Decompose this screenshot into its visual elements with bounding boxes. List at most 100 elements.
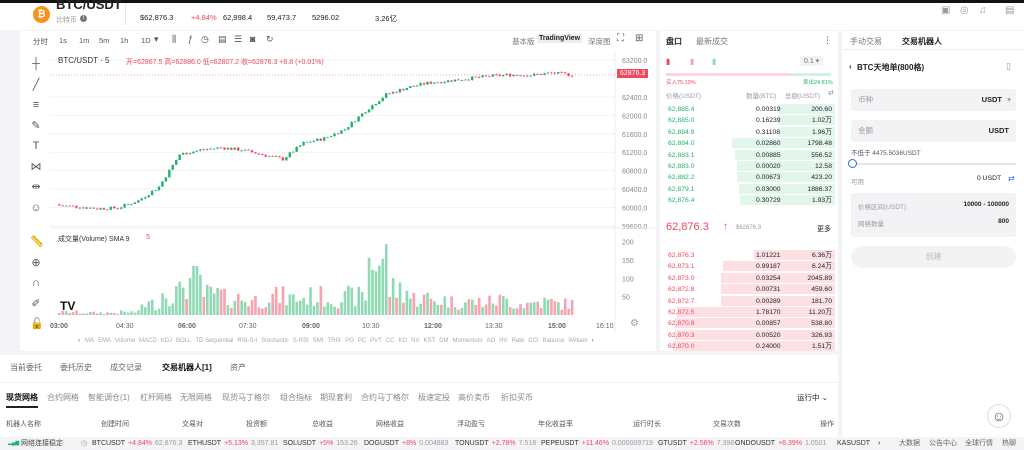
bottom-tab-0[interactable]: 当前委托 (10, 363, 42, 372)
subtab-6[interactable]: 组合指标 (280, 393, 312, 402)
indicator-ma[interactable]: MA (85, 338, 94, 344)
indicator-po[interactable]: PO (345, 338, 354, 344)
list-icon[interactable]: ☰ (234, 34, 243, 44)
qr-icon[interactable]: ▣ (941, 5, 951, 16)
amount-slider-handle[interactable] (848, 159, 857, 168)
trend-line-icon[interactable]: ╱ (32, 78, 40, 91)
indicator-cc[interactable]: CC (385, 338, 395, 344)
orderbook-row[interactable]: 62,885.4 0.00319 200.60 (660, 104, 838, 115)
subtab-5[interactable]: 现货马丁格尔 (222, 393, 270, 402)
pencil-lock-icon[interactable]: ✐ (31, 297, 41, 310)
orderbook-row[interactable]: 62,883.0 0.00020 12.58 (660, 161, 838, 172)
orderbook-row[interactable]: 62,884.0 0.02860 1798.48 (660, 138, 838, 149)
chevron-right-icon[interactable]: › (878, 440, 881, 447)
orderbook-row[interactable]: 62,885.0 0.16239 1.02万 (660, 115, 838, 126)
bottom-tab-1[interactable]: 委托历史 (60, 363, 92, 372)
compass-icon[interactable]: ◎ (960, 5, 969, 16)
orderbook-row[interactable]: 62,870.8 0.00857 538.80 (660, 318, 838, 329)
tab-orderbook[interactable]: 盘口 (666, 37, 682, 46)
ticker-item[interactable]: BTCUSDT +4.84% 62,876.3 (92, 437, 182, 450)
ticker-item[interactable]: TONUSDT +2.78% 7.518 (455, 437, 536, 450)
support-chat-icon[interactable]: ☺ (987, 404, 1011, 428)
swap-unit-icon[interactable]: ⇄ (828, 90, 834, 97)
orderbook-row[interactable]: 62,872.5 1.78170 11.20万 (660, 307, 838, 318)
lock-icon[interactable]: 🔓 (30, 318, 44, 330)
grid-layout-icon[interactable]: ⊞ (635, 33, 644, 44)
pattern-icon[interactable]: ⋈ (30, 160, 42, 173)
subtab-7[interactable]: 期现套利 (320, 393, 352, 402)
footer-link[interactable]: 全球行情 (965, 440, 993, 447)
crosshair-icon[interactable]: ┼ (32, 58, 40, 70)
bottom-tab-2[interactable]: 成交记录 (110, 363, 142, 372)
bottom-tab-4[interactable]: 资产 (230, 363, 246, 372)
layout-buy-icon[interactable]: ▮ (712, 57, 717, 66)
indicator-ema[interactable]: EMA (98, 338, 112, 344)
indicator-boll[interactable]: BOLL (176, 338, 192, 344)
ticker-item[interactable]: SOLUSDT +5% 153.26 (283, 437, 358, 450)
indicators-icon[interactable]: ƒ (188, 34, 194, 44)
alert-icon[interactable]: ◷ (201, 34, 209, 44)
indicator-pvt[interactable]: PVT (370, 338, 382, 344)
price-chart[interactable]: 63200.0 62400.0 62000.0 61600.0 61200.0 60800… (50, 52, 656, 352)
indicator-ao[interactable]: AO (486, 338, 496, 344)
interval-1D[interactable]: 1D (141, 36, 151, 45)
subtab-10[interactable]: 高价卖币 (458, 393, 490, 402)
subtab-1[interactable]: 合约网格 (47, 393, 79, 402)
interval-1h[interactable]: 1h (120, 36, 129, 45)
orderbook-row[interactable]: 62,872.7 0.00289 181.70 (660, 295, 838, 307)
interval-1m[interactable]: 1m (79, 36, 90, 45)
orderbook-row[interactable]: 62,883.1 0.00885 556.52 (660, 149, 838, 161)
ticker-item[interactable]: GTUSDT +2.56% 7.398 (658, 437, 734, 450)
ticker-item[interactable]: PEPEUSDT +11.46% 0.000009719 (541, 437, 653, 450)
orderbook-row[interactable]: 62,879.1 0.03000 1886.37 (660, 183, 838, 195)
ticker-item[interactable]: KASUSDT (837, 437, 876, 450)
layout-both-icon[interactable]: ▮ (666, 57, 671, 66)
ticker-item[interactable]: ONDOUSDT +6.39% 1.0501 (735, 437, 826, 450)
chevron-down-icon[interactable]: ▾ (154, 34, 159, 44)
orderbook-row[interactable]: 62,884.9 0.31108 1.96万 (660, 126, 838, 138)
indicator-balance[interactable]: Balance (542, 338, 565, 344)
indicator-stochastic[interactable]: Stochastic (261, 338, 289, 344)
indicator-pc[interactable]: PC (357, 338, 367, 344)
replay-icon[interactable]: ↻ (266, 34, 274, 44)
brush-icon[interactable]: ✎ (31, 119, 41, 132)
interval-分时[interactable]: 分时 (33, 37, 48, 46)
subtab-9[interactable]: 极速定投 (418, 393, 450, 402)
ticker-item[interactable]: DOGUSDT +8% 0.004883 (364, 437, 448, 450)
indicator-rate[interactable]: Rate (511, 338, 525, 344)
indicator-s-rsi[interactable]: S-RSI (292, 338, 309, 344)
tab-manual-trade[interactable]: 手动交易 (850, 37, 882, 46)
emoji-icon[interactable]: ☺ (30, 201, 42, 214)
magnet-icon[interactable]: ∩ (32, 277, 40, 289)
chevron-right-icon[interactable]: › (591, 338, 594, 344)
zoom-in-icon[interactable]: ⊕ (31, 256, 41, 269)
more-options-icon[interactable]: ⋮ (823, 35, 832, 45)
orderbook-row[interactable]: 62,873.1 0.99187 6.24万 (660, 261, 838, 272)
status-filter[interactable]: 运行中 ⌄ (797, 392, 828, 403)
view-depth[interactable]: 深度图 (588, 37, 611, 46)
indicator-td-sequential[interactable]: TD Sequential (195, 338, 234, 344)
more-link[interactable]: 更多 (817, 226, 831, 233)
indicator-volume[interactable]: Volume (115, 338, 136, 344)
indicator-momentum[interactable]: Momentum (452, 338, 483, 344)
indicator-dm[interactable]: DM (439, 338, 449, 344)
orderbook-row[interactable]: 62,882.2 0.00673 423.20 (660, 172, 838, 183)
orderbook-row[interactable]: 62,876.3 1.01221 6.36万 (660, 250, 838, 261)
text-icon[interactable]: T (32, 140, 40, 152)
view-basic[interactable]: 基本版 (512, 37, 535, 46)
subtab-11[interactable]: 折扣买币 (501, 393, 533, 402)
footer-link[interactable]: 大数据 (899, 440, 920, 447)
orderbook-row[interactable]: 62,876.4 0.30729 1.93万 (660, 195, 838, 206)
bell-icon[interactable]: ♫ (979, 5, 987, 16)
orderbook-row[interactable]: 62,870.3 0.00520 326.93 (660, 329, 838, 341)
indicator-ko[interactable]: KO (398, 338, 408, 344)
precision-select[interactable]: 0.1 ▾ (800, 56, 824, 66)
fullscreen-icon[interactable]: ⛶ (617, 33, 624, 44)
candle-type-icon[interactable]: ⫼ (172, 34, 177, 44)
info-icon[interactable]: i (80, 15, 87, 22)
subtab-3[interactable]: 杠杆网格 (140, 393, 172, 402)
layout-sell-icon[interactable]: ▮ (690, 57, 695, 66)
subtab-8[interactable]: 合约马丁格尔 (361, 393, 409, 402)
indicator-kst[interactable]: KST (423, 338, 436, 344)
ruler-icon[interactable]: 📏 (30, 236, 44, 248)
